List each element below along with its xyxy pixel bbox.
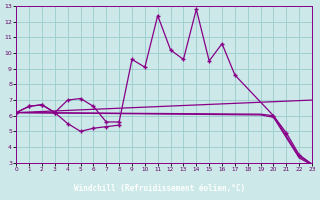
Text: Windchill (Refroidissement éolien,°C): Windchill (Refroidissement éolien,°C)	[75, 184, 245, 192]
